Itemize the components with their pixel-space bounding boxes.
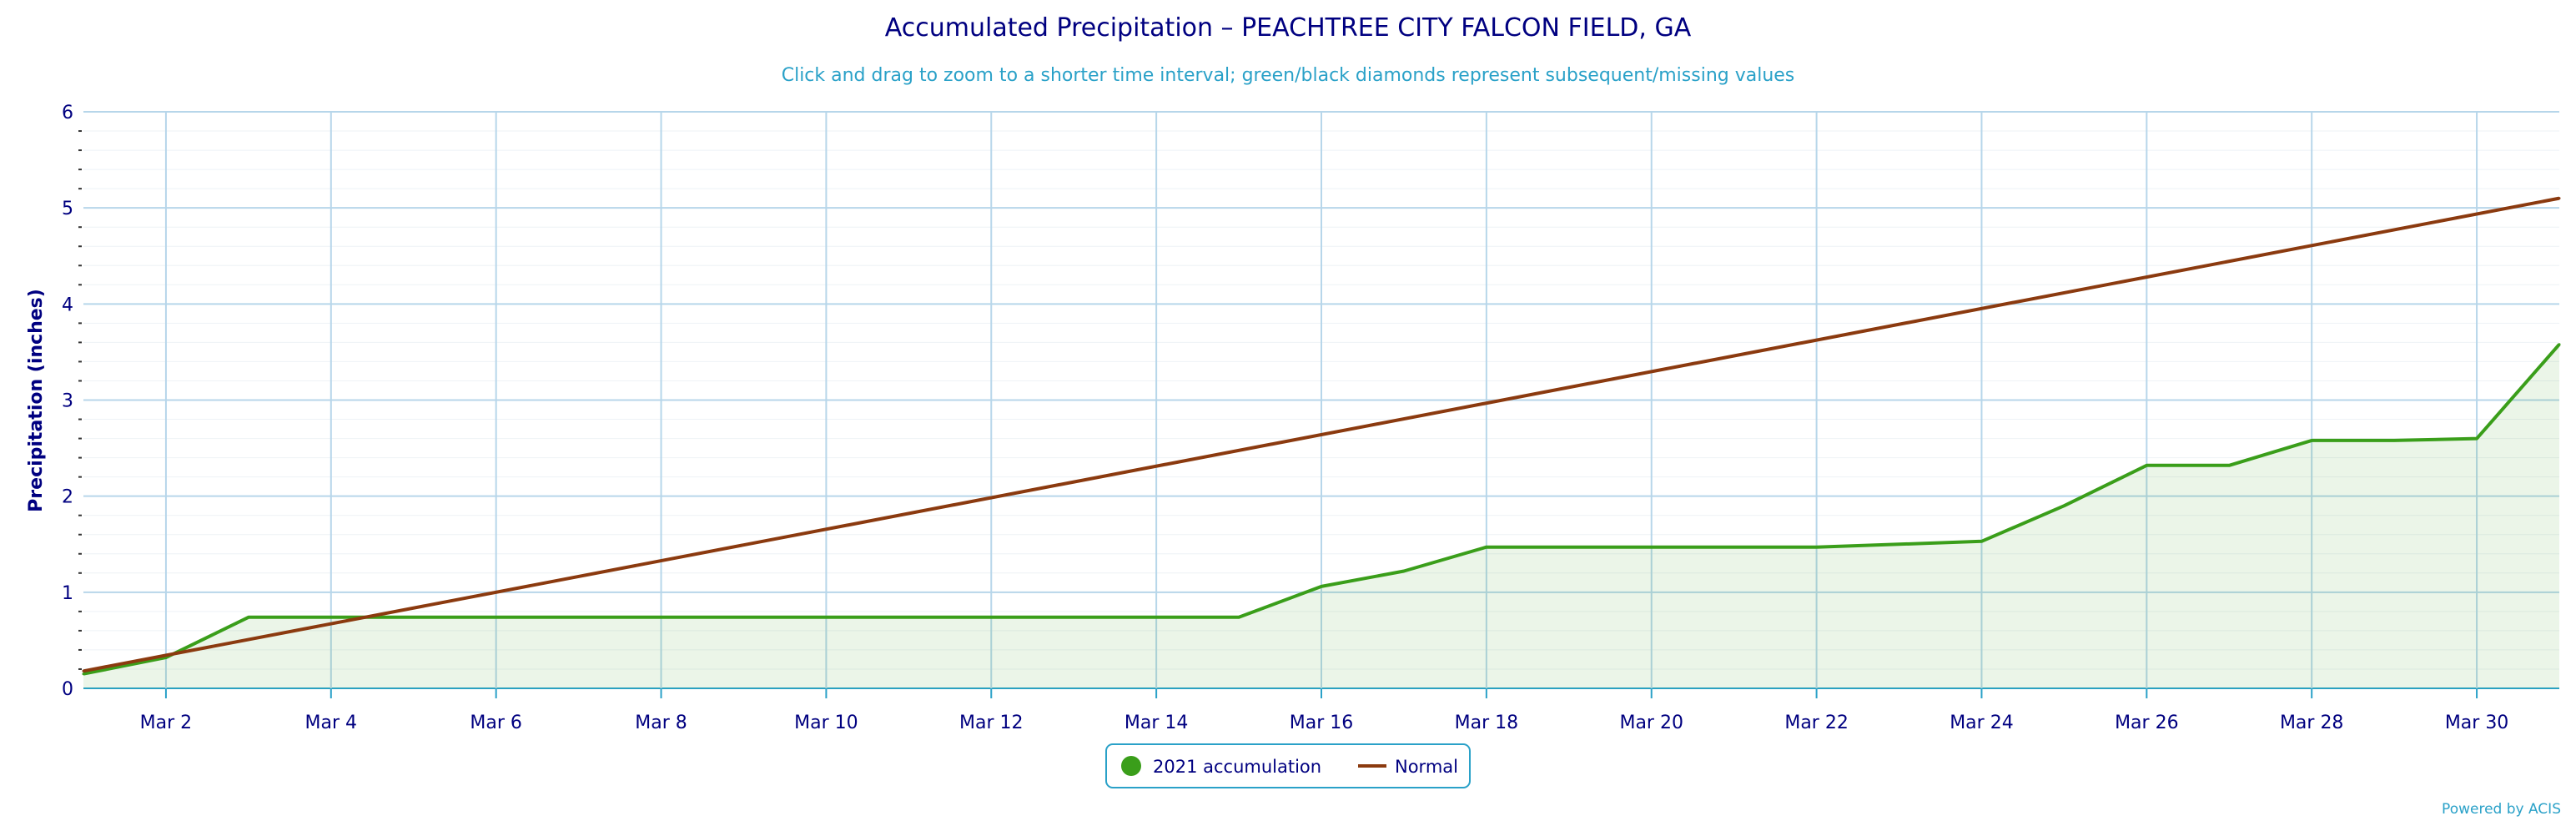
x-tick-label: Mar 8 — [635, 713, 687, 733]
data-point — [412, 616, 415, 619]
y-tick-label: 5 — [62, 199, 73, 219]
data-point — [2310, 439, 2313, 442]
y-tick-label: 3 — [62, 391, 73, 412]
data-point — [1155, 616, 1158, 619]
y-tick-label: 2 — [62, 487, 73, 508]
data-point — [2145, 464, 2148, 467]
x-tick-label: Mar 28 — [2280, 713, 2344, 733]
data-point — [1650, 546, 1653, 549]
data-point — [1320, 585, 1323, 588]
chart-subtitle: Click and drag to zoom to a shorter time… — [782, 65, 1795, 86]
x-tick-label: Mar 22 — [1784, 713, 1849, 733]
y-tick-label: 6 — [62, 103, 73, 123]
data-point — [330, 616, 333, 619]
data-point — [1072, 616, 1075, 619]
data-point — [1898, 542, 1901, 546]
x-tick-label: Mar 14 — [1124, 713, 1189, 733]
legend[interactable]: 2021 accumulation Normal — [1105, 743, 1471, 788]
powered-by-credit[interactable]: Powered by ACIS — [2442, 801, 2561, 818]
x-tick-label: Mar 2 — [140, 713, 193, 733]
legend-label-accumulation: 2021 accumulation — [1153, 757, 1321, 777]
x-tick-label: Mar 20 — [1619, 713, 1683, 733]
data-point — [1485, 546, 1488, 549]
series-area-0 — [83, 344, 2559, 688]
data-point — [907, 616, 910, 619]
data-point — [2475, 437, 2478, 441]
y-tick-label: 0 — [62, 679, 73, 700]
x-tick-label: Mar 6 — [470, 713, 522, 733]
data-point — [2392, 439, 2396, 442]
x-tick-label: Mar 10 — [794, 713, 858, 733]
data-point — [2062, 504, 2065, 507]
data-point — [577, 616, 581, 619]
data-point — [660, 616, 663, 619]
legend-label-normal: Normal — [1395, 757, 1458, 777]
data-point — [1237, 616, 1240, 619]
x-axis: Mar 2 Mar 4 Mar 6 Mar 8 Mar 10 Mar 12 Mar 14 Ma… — [140, 688, 2509, 733]
data-point — [1980, 540, 1983, 543]
data-point — [1402, 569, 1406, 572]
series-line-1 — [83, 196, 2560, 673]
legend-marker-accumulation — [1121, 756, 1141, 776]
data-point — [2227, 464, 2231, 467]
data-point — [1567, 546, 1571, 549]
y-axis: 0 1 2 3 4 5 6 — [62, 103, 73, 700]
x-tick-label: Mar 16 — [1290, 713, 1354, 733]
data-point — [2558, 343, 2561, 346]
data-point — [1733, 546, 1736, 549]
x-tick-label: Mar 24 — [1950, 713, 2014, 733]
chart-title: Accumulated Precipitation – PEACHTREE CI… — [885, 13, 1692, 43]
x-tick-label: Mar 4 — [305, 713, 358, 733]
x-tick-label: Mar 18 — [1455, 713, 1519, 733]
data-point — [1815, 546, 1819, 549]
y-axis-title: Precipitation (inches) — [26, 289, 47, 512]
x-tick-label: Mar 26 — [2115, 713, 2179, 733]
legend-box — [1105, 743, 1471, 788]
x-tick-label: Mar 30 — [2445, 713, 2509, 733]
series-layer — [82, 196, 2561, 688]
data-point — [495, 616, 498, 619]
y-tick-label: 1 — [62, 583, 73, 604]
data-point — [989, 616, 993, 619]
data-point — [824, 616, 828, 619]
data-point — [247, 616, 250, 619]
data-point — [82, 672, 85, 676]
data-point — [742, 616, 745, 619]
x-tick-label: Mar 12 — [959, 713, 1024, 733]
y-tick-label: 4 — [62, 295, 73, 315]
data-point — [82, 669, 85, 672]
data-point — [2558, 197, 2561, 200]
